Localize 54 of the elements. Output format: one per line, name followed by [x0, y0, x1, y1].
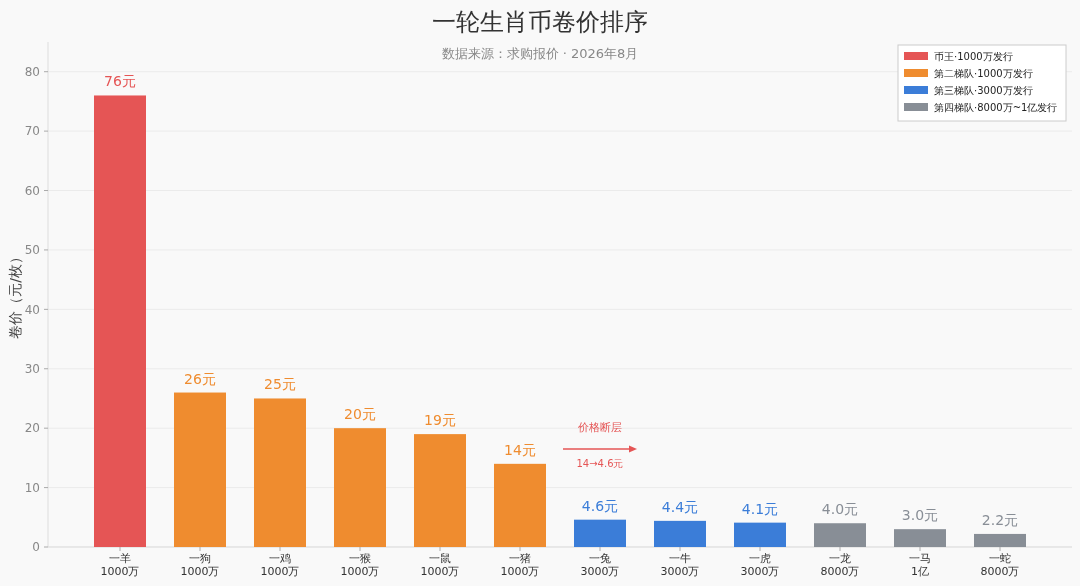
legend-label: 第三梯队·3000万发行 — [934, 84, 1033, 96]
data-label: 20元 — [344, 406, 376, 423]
bar — [814, 523, 866, 547]
y-tick-label: 0 — [32, 540, 40, 555]
y-tick-label: 40 — [24, 302, 40, 317]
data-label: 4.6元 — [581, 497, 619, 514]
y-tick-label: 10 — [24, 480, 40, 495]
data-label: 3.0元 — [901, 507, 939, 524]
data-label: 19元 — [424, 412, 456, 429]
x-tick-label: 一猴 1000万 — [340, 552, 380, 578]
data-label: 4.1元 — [741, 500, 779, 517]
y-axis-title: 卷价（元/枚） — [7, 250, 23, 339]
x-tick-label: 一鼠 1000万 — [420, 552, 460, 578]
data-label: 14元 — [504, 441, 536, 458]
x-tick-label: 一兔 3000万 — [580, 552, 620, 578]
data-label: 26元 — [184, 370, 216, 387]
bar — [414, 434, 466, 547]
x-tick-label: 一鸡 1000万 — [260, 552, 300, 578]
x-tick-label: 一马 1亿 — [909, 552, 931, 578]
legend-label: 第四梯队·8000万~1亿发行 — [934, 101, 1058, 113]
y-tick-label: 60 — [24, 183, 40, 198]
x-tick-label: 一猪 1000万 — [500, 552, 540, 578]
bar — [974, 533, 1026, 547]
y-tick-label: 30 — [24, 361, 40, 376]
bar — [734, 522, 786, 547]
x-tick-label: 一狗 1000万 — [180, 552, 220, 578]
data-label: 25元 — [264, 376, 296, 393]
chart-title: 一轮生肖币卷价排序 — [432, 8, 648, 36]
y-tick-label: 80 — [24, 64, 40, 79]
bar — [94, 95, 146, 547]
legend-label: 币王·1000万发行 — [934, 50, 1013, 62]
data-label: 4.0元 — [821, 501, 859, 518]
bar — [894, 529, 946, 547]
bar — [254, 398, 306, 547]
x-tick-label: 一龙 8000万 — [820, 552, 860, 578]
annotation: 价格断层 — [577, 420, 622, 434]
annotation: 14→4.6元 — [576, 457, 624, 469]
bar — [574, 519, 626, 547]
y-tick-label: 70 — [24, 124, 40, 139]
legend-label: 第二梯队·1000万发行 — [934, 67, 1033, 79]
bar — [334, 428, 386, 547]
x-tick-label: 一羊 1000万 — [100, 552, 140, 578]
data-label: 2.2元 — [981, 511, 1019, 528]
chart-subtitle: 数据来源：求购报价 · 2026年8月 — [441, 46, 639, 61]
data-label: 4.4元 — [661, 498, 699, 515]
bar — [494, 463, 546, 547]
y-tick-label: 50 — [24, 243, 40, 258]
y-tick-label: 20 — [24, 421, 40, 436]
bar — [174, 392, 226, 547]
x-tick-label: 一牛 3000万 — [660, 552, 700, 578]
bar — [654, 520, 706, 547]
x-tick-label: 一虎 3000万 — [740, 552, 780, 578]
data-label: 76元 — [104, 73, 136, 90]
x-tick-label: 一蛇 8000万 — [980, 552, 1020, 578]
